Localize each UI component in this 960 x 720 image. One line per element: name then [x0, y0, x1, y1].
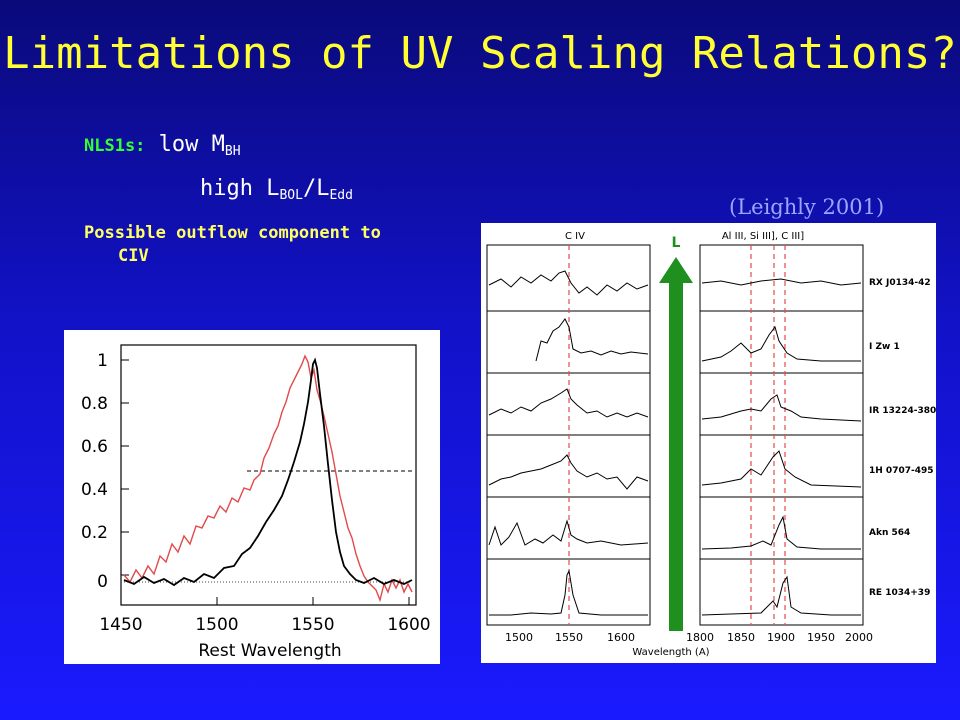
object-label-2: I Zw 1: [869, 342, 900, 352]
y-tick-06: 0.6: [81, 437, 108, 457]
nls1-line: NLS1s: low MBH: [84, 132, 241, 159]
civ-profile-svg: 1 0.8 0.6 0.4 0.2 0 1450 1500 1550 1600 …: [81, 344, 431, 661]
sx-tick-1500: 1500: [505, 631, 533, 644]
sx-tick-1550: 1550: [555, 631, 583, 644]
axis-ticks: [120, 359, 410, 605]
object-label-5: Akn 564: [869, 528, 910, 538]
nls1-high-line: high LBOL/LEdd: [200, 176, 353, 203]
x-tick-labels: 1450 1500 1550 1600: [99, 615, 430, 635]
plot-frame: [120, 344, 417, 606]
slide-title: Limitations of UV Scaling Relations?: [3, 28, 957, 79]
x-tick-1550: 1550: [291, 615, 334, 635]
black-civ-profile: [123, 357, 413, 587]
x-tick-1450: 1450: [99, 615, 142, 635]
ciii-spectra: [701, 278, 862, 616]
right-column-panels: [699, 244, 864, 626]
civ-spectra: [488, 270, 649, 616]
line-center-markers: [568, 245, 786, 625]
object-labels: RX J0134-42 I Zw 1 IR 13224-3809 1H 0707…: [869, 278, 943, 598]
y-tick-02: 0.2: [81, 523, 108, 543]
spectra-x-ticks: 1500 1550 1600 1800 1850 1900 1950 2000: [505, 631, 873, 644]
sx-tick-1600: 1600: [607, 631, 635, 644]
nls1-low-sub: BH: [224, 144, 241, 159]
nls1-high-sub2: Edd: [329, 188, 353, 203]
sx-tick-1900: 1900: [767, 631, 795, 644]
sx-tick-1950: 1950: [807, 631, 835, 644]
outflow-text: Possible outflow component to CIV: [84, 222, 464, 268]
citation: (Leighly 2001): [729, 195, 885, 219]
object-label-4: 1H 0707-495: [869, 466, 934, 476]
nls1-label: NLS1s:: [84, 136, 146, 156]
nls1-high-b: /L: [302, 176, 330, 201]
civ-profile-figure: 1 0.8 0.6 0.4 0.2 0 1450 1500 1550 1600 …: [64, 330, 440, 664]
y-tick-labels: 1 0.8 0.6 0.4 0.2 0: [81, 351, 108, 592]
spectra-svg: C IV Al III, Si III], C III]: [486, 231, 943, 658]
object-label-6: RE 1034+39: [869, 588, 930, 598]
arrow-label: L: [672, 235, 681, 251]
y-tick-08: 0.8: [81, 394, 108, 414]
outflow-line1: Possible outflow component to: [84, 223, 381, 243]
line-ids-header: Al III, Si III], C III]: [722, 231, 804, 242]
object-label-1: RX J0134-42: [869, 278, 931, 288]
y-tick-1: 1: [97, 351, 108, 371]
civ-header: C IV: [565, 231, 585, 242]
spectra-x-label: Wavelength (A): [632, 647, 709, 658]
sx-tick-1800: 1800: [686, 631, 714, 644]
spectra-figure: C IV Al III, Si III], C III]: [481, 223, 943, 663]
sx-tick-2000: 2000: [845, 631, 873, 644]
luminosity-arrow: [659, 257, 693, 631]
x-axis-label: Rest Wavelength: [198, 641, 341, 661]
sx-tick-1850: 1850: [727, 631, 755, 644]
nls1-high-a: high L: [200, 176, 280, 201]
nls1-high-sub1: BOL: [279, 188, 303, 203]
x-tick-1600: 1600: [387, 615, 430, 635]
x-tick-1500: 1500: [195, 615, 238, 635]
y-tick-04: 0.4: [81, 480, 108, 500]
red-civ-profile: [123, 354, 413, 603]
nls1-low-text: low M: [158, 132, 225, 157]
y-tick-0: 0: [97, 572, 108, 592]
object-label-3: IR 13224-3809: [869, 406, 936, 416]
outflow-line2: CIV: [118, 246, 149, 266]
